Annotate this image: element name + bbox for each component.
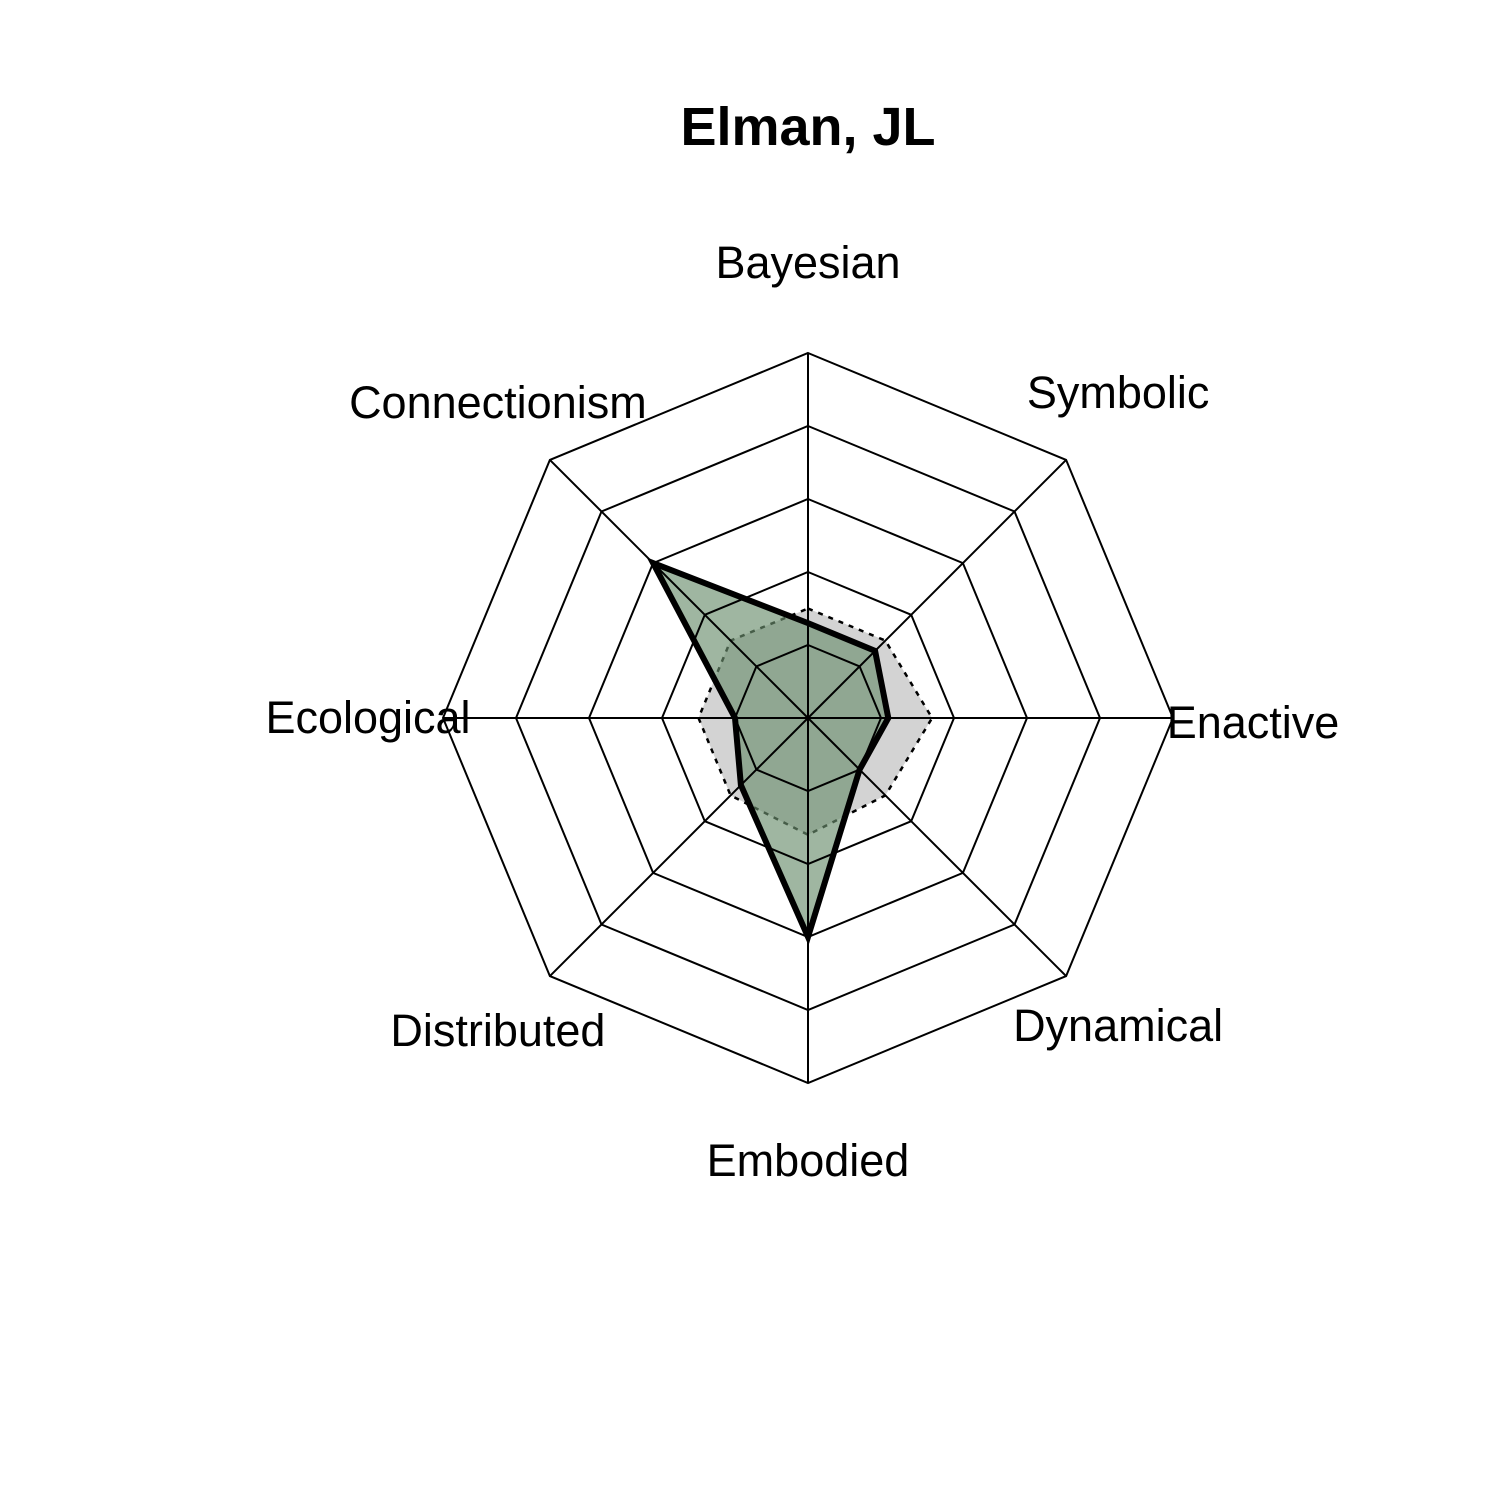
series-outline-layer [646,557,892,946]
axis-label-distributed: Distributed [390,1005,605,1056]
axis-label-dynamical: Dynamical [1013,1000,1223,1051]
axis-label-enactive: Enactive [1167,697,1340,748]
axis-labels: Bayesian Symbolic Enactive Dynamical Embodie… [265,237,1339,1186]
axis-label-ecological: Ecological [265,692,470,743]
axis-spoke-symbolic [807,459,1067,719]
chart-title: Elman, JL [680,97,935,157]
axis-spoke-connectionism [549,459,809,719]
axis-spoke-dynamical [807,717,1067,977]
axis-label-embodied: Embodied [707,1135,910,1186]
axis-spoke-distributed [549,717,809,977]
series-outline-polygon [646,557,892,946]
axis-label-symbolic: Symbolic [1027,367,1210,418]
axis-label-connectionism: Connectionism [349,377,647,428]
radar-grid [441,351,1175,1085]
series-fill-polygon [653,563,889,937]
axis-label-bayesian: Bayesian [715,237,900,288]
series-layer [653,563,889,937]
